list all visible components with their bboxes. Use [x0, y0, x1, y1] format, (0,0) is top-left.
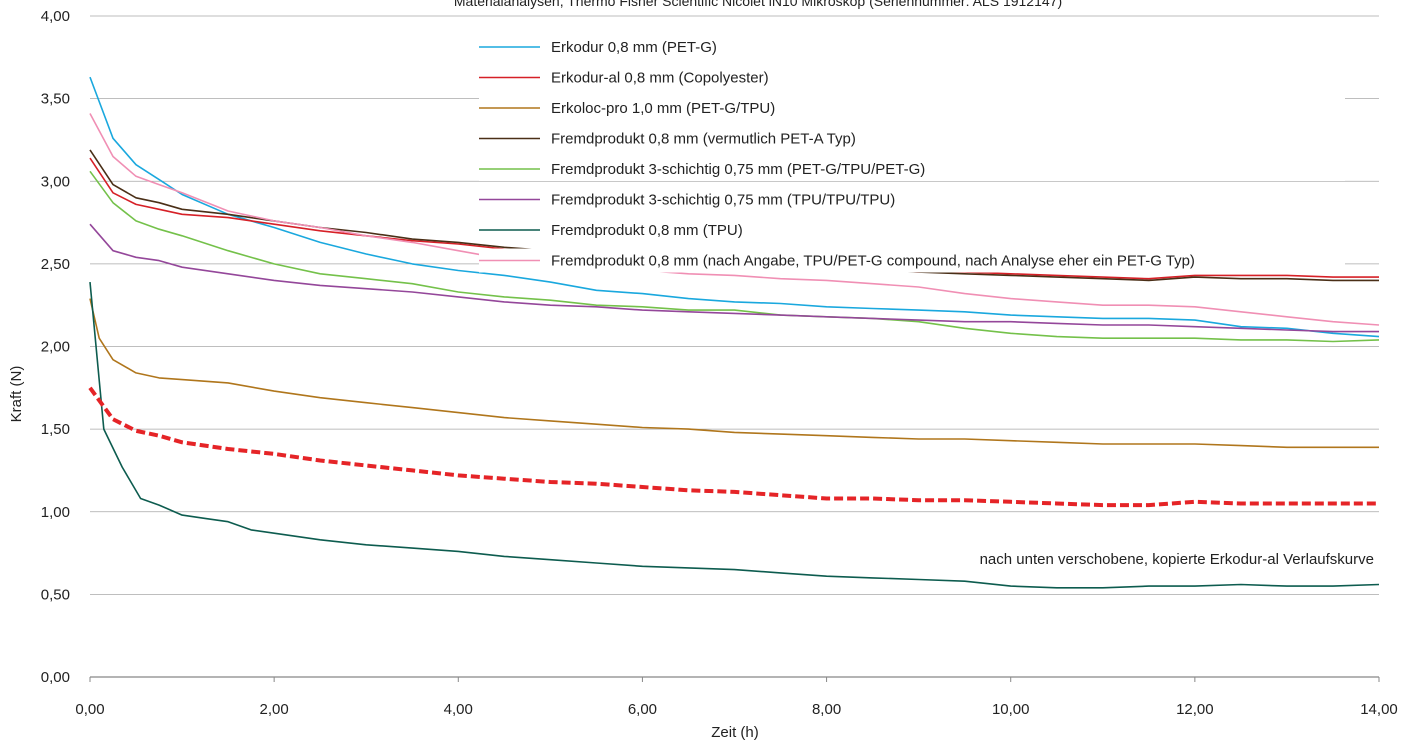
y-tick-label: 0,50 — [41, 586, 70, 603]
series-line-2 — [89, 298, 1379, 449]
legend-background — [479, 187, 1345, 212]
legend-background — [479, 65, 1345, 90]
axes: 0,00 0,50 1,00 1,50 2,00 2,50 3,00 3,50 4,00 0,00… — [41, 8, 1398, 718]
series-line-7 — [89, 113, 1380, 326]
legend-background — [479, 218, 1345, 242]
legend-label: Erkodur-al 0,8 mm (Copolyester) — [551, 70, 769, 87]
x-tick-label: 8,00 — [812, 701, 841, 718]
series-line-8 — [88, 386, 1379, 508]
x-tick-label: 4,00 — [444, 701, 473, 718]
chart-subtitle: Materialanalysen, Thermo Fisher Scientif… — [454, 0, 1062, 9]
legend: Erkodur 0,8 mm (PET-G) Erkodur-al 0,8 mm … — [479, 35, 1345, 273]
x-axis-title: Zeit (h) — [711, 724, 759, 740]
legend-label: Fremdprodukt 0,8 mm (nach Angabe, TPU/PE… — [551, 253, 1195, 270]
legend-background — [479, 248, 1345, 273]
y-tick-label: 1,50 — [41, 421, 70, 438]
legend-background — [479, 35, 1345, 59]
series-line-6 — [89, 282, 1380, 589]
x-tick-label: 0,00 — [75, 701, 104, 718]
legend-background — [479, 96, 1345, 120]
x-tick-label: 14,00 — [1360, 701, 1398, 718]
x-tick-label: 12,00 — [1176, 701, 1214, 718]
y-tick-label: 2,00 — [41, 339, 70, 356]
series-line-5 — [89, 223, 1379, 333]
legend-label: Erkodur 0,8 mm (PET-G) — [551, 39, 717, 56]
x-tick-label: 10,00 — [992, 701, 1030, 718]
x-tick-label: 2,00 — [260, 701, 289, 718]
y-tick-label: 1,00 — [41, 504, 70, 521]
y-tick-label: 0,00 — [41, 669, 70, 686]
series-line-4 — [89, 170, 1380, 343]
legend-label: Fremdprodukt 3-schichtig 0,75 mm (TPU/TP… — [551, 192, 895, 209]
y-tick-label: 3,00 — [41, 173, 70, 190]
y-tick-label: 3,50 — [41, 91, 70, 108]
x-tick-label: 6,00 — [628, 701, 657, 718]
y-tick-label: 4,00 — [41, 8, 70, 25]
annotation-shifted-curve: nach unten verschobene, kopierte Erkodur… — [980, 551, 1374, 568]
legend-background — [479, 126, 1345, 151]
y-axis-title: Kraft (N) — [8, 366, 25, 423]
legend-label: Fremdprodukt 0,8 mm (TPU) — [551, 222, 743, 239]
legend-label: Erkoloc-pro 1,0 mm (PET-G/TPU) — [551, 100, 775, 117]
y-tick-label: 2,50 — [41, 256, 70, 273]
series-lines — [88, 76, 1380, 589]
legend-label: Fremdprodukt 3-schichtig 0,75 mm (PET-G/… — [551, 161, 925, 178]
legend-label: Fremdprodukt 0,8 mm (vermutlich PET-A Ty… — [551, 131, 856, 148]
legend-background — [479, 157, 1345, 181]
